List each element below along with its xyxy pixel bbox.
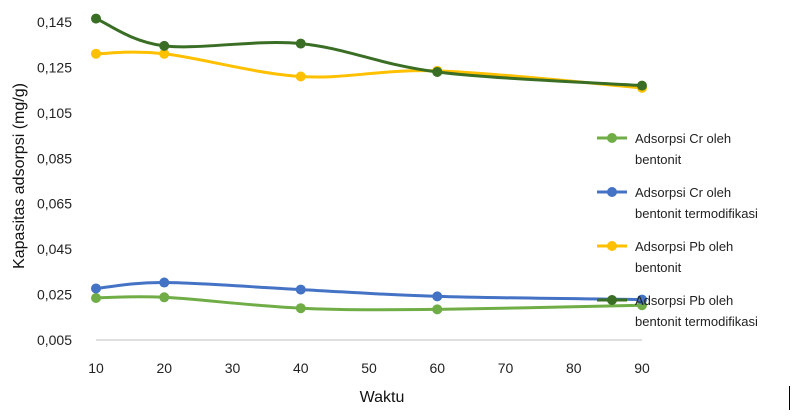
- data-point: [295, 71, 306, 82]
- data-point: [432, 66, 443, 77]
- legend-label: Adsorpsi Pb oleh: [635, 293, 733, 308]
- data-point: [295, 38, 306, 49]
- legend-label: bentonit: [635, 152, 682, 167]
- legend-swatch-marker: [607, 295, 617, 305]
- x-tick-label: 70: [498, 360, 514, 376]
- data-point: [637, 294, 647, 305]
- series-line: [94, 50, 644, 90]
- legend-swatch-marker: [607, 133, 617, 143]
- x-tick-label: 30: [225, 360, 241, 376]
- x-tick-label: 20: [156, 360, 172, 376]
- series-line: [94, 17, 644, 88]
- legend: Adsorpsi Cr oleh bentonit Adsorpsi Cr oleh…: [597, 131, 758, 329]
- data-point: [159, 292, 170, 303]
- legend-label: Adsorpsi Pb oleh: [635, 239, 733, 254]
- data-point: [91, 48, 101, 59]
- y-tick-label: 0,085: [37, 150, 72, 166]
- data-point: [159, 277, 170, 288]
- data-point: [295, 303, 306, 314]
- x-tick-label: 80: [566, 360, 582, 376]
- x-tick-label: 10: [88, 360, 104, 376]
- x-axis-title: Waktu: [360, 389, 405, 406]
- y-tick-label: 0,105: [37, 105, 72, 121]
- edge-divider: [789, 386, 790, 410]
- x-tick-label: 50: [361, 360, 377, 376]
- data-point: [159, 40, 170, 51]
- data-point: [159, 48, 170, 59]
- data-point: [91, 283, 101, 294]
- data-point: [91, 292, 101, 303]
- legend-label: bentonit termodifikasi: [635, 314, 758, 329]
- legend-label: Adsorpsi Cr oleh: [635, 131, 731, 146]
- legend-label: Adsorpsi Cr oleh: [635, 185, 731, 200]
- x-tick-label: 90: [634, 360, 650, 376]
- y-tick-label: 0,145: [37, 14, 72, 30]
- data-point: [432, 304, 443, 315]
- y-tick-label: 0,125: [37, 59, 72, 75]
- data-point: [295, 284, 306, 295]
- y-tick-label: 0,005: [37, 332, 72, 348]
- x-tick-label: 40: [293, 360, 309, 376]
- legend-label: bentonit: [635, 260, 682, 275]
- y-tick-label: 0,045: [37, 241, 72, 257]
- axes: 10 20 30 40 50 60 70 80 90 0,005 0,025 0,045 0,065 0,…: [37, 14, 650, 376]
- legend-swatch-marker: [607, 241, 617, 251]
- legend-label: bentonit termodifikasi: [635, 206, 758, 221]
- y-axis-title: Kapasitas adsorpsi (mg/g): [11, 83, 28, 269]
- legend-swatch-marker: [607, 187, 617, 197]
- data-point: [91, 13, 101, 24]
- y-tick-label: 0,065: [37, 196, 72, 212]
- data-point: [432, 291, 443, 302]
- series-layer: [91, 13, 647, 315]
- y-tick-label: 0,025: [37, 287, 72, 303]
- data-point: [637, 80, 647, 91]
- series-line: [94, 281, 644, 302]
- series-line: [94, 295, 644, 312]
- x-tick-label: 60: [429, 360, 445, 376]
